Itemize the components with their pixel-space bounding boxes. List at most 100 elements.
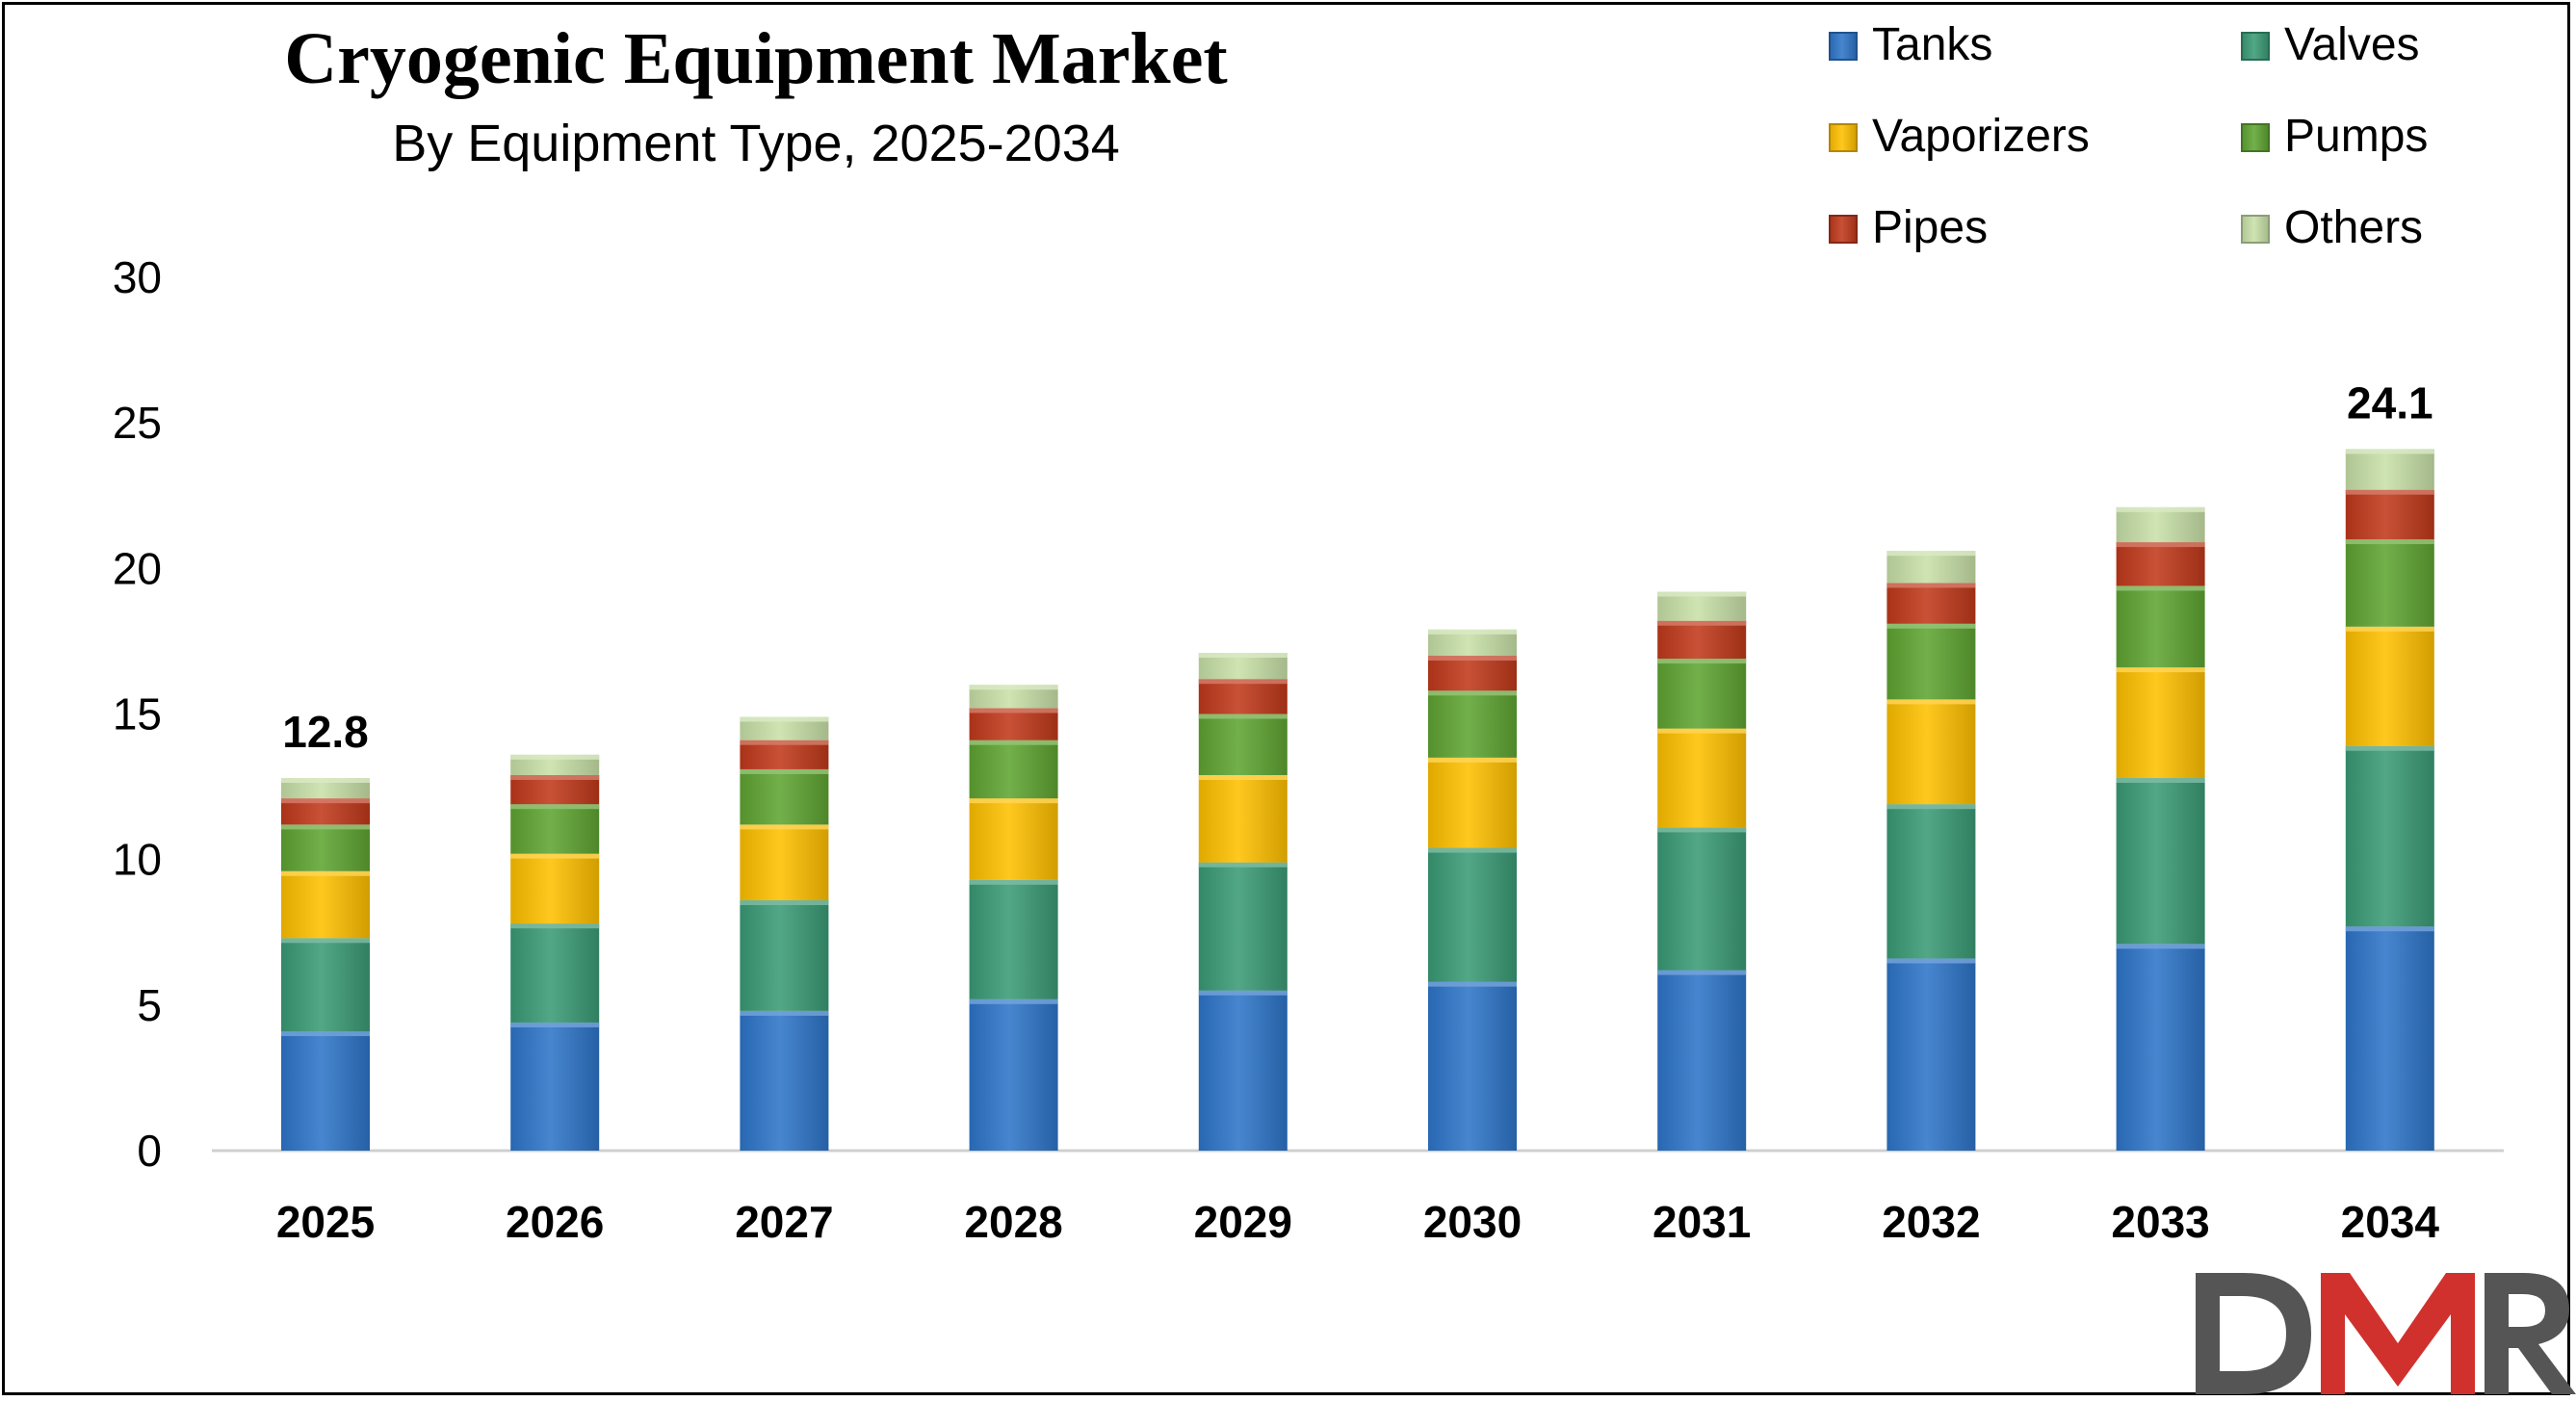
bar-segment-edge: [969, 879, 1058, 885]
bar-segment-others: [281, 778, 370, 799]
bar-segment-edge: [2116, 506, 2205, 512]
bar-segment-pumps: [2116, 585, 2205, 668]
bar-segment-valves: [281, 938, 370, 1032]
bar-segment-edge: [281, 1031, 370, 1037]
bar-segment-edge: [1886, 804, 1976, 810]
bar-segment-vaporizers: [1886, 699, 1976, 805]
bar-segment-edge: [740, 768, 829, 774]
bar-segment-pumps: [2345, 539, 2434, 627]
bar-segment-edge: [969, 739, 1058, 745]
legend-label: Pumps: [2284, 111, 2428, 162]
bar-segment-tanks: [740, 1010, 829, 1151]
x-tick-label: 2034: [2341, 1197, 2440, 1247]
x-tick-label: 2028: [964, 1197, 1062, 1247]
chart-title: Cryogenic Equipment Market: [284, 18, 1228, 99]
bar-segment-edge: [969, 999, 1058, 1004]
bar-segment-pumps: [1657, 659, 1747, 729]
x-tick-label: 2029: [1194, 1197, 1292, 1247]
bar-segment-pumps: [281, 824, 370, 871]
bar-segment-valves: [740, 899, 829, 1011]
bar-segment-edge: [740, 716, 829, 722]
bar-segment-edge: [1428, 847, 1517, 853]
y-tick-label: 0: [137, 1126, 162, 1176]
bar-segment-valves: [1886, 804, 1976, 959]
bar-segment-edge: [1657, 970, 1747, 975]
bar-segment-edge: [740, 1010, 829, 1016]
bar-segment-edge: [2345, 539, 2434, 545]
bar-segment-edge: [1428, 981, 1517, 987]
bar-segment-others: [510, 754, 600, 775]
bar-segment-edge: [1886, 958, 1976, 964]
bar-segment-valves: [510, 923, 600, 1023]
y-tick-label: 30: [113, 252, 162, 302]
legend-swatch: [1829, 123, 1858, 152]
bar-segment-tanks: [1886, 958, 1976, 1151]
dmr-logo: [2196, 1273, 2576, 1394]
bar-segment-pipes: [2345, 489, 2434, 540]
bar-segment-edge: [2345, 745, 2434, 751]
bar-segment-edge: [1657, 728, 1747, 734]
bar-segment-edge: [1198, 713, 1288, 719]
bar-segment-valves: [1198, 862, 1288, 991]
bar-segment-edge: [510, 923, 600, 929]
bar-segment-edge: [2116, 542, 2205, 548]
bar-segment-vaporizers: [2345, 626, 2434, 746]
x-tick-label: 2030: [1423, 1197, 1522, 1247]
legend-label: Others: [2284, 202, 2423, 253]
bar-segment-edge: [1428, 757, 1517, 763]
bar-segment-edge: [1657, 827, 1747, 833]
bar-segment-others: [1886, 551, 1976, 584]
bar-segment-edge: [2116, 667, 2205, 673]
bar-segment-valves: [2116, 778, 2205, 945]
bar-segment-valves: [969, 879, 1058, 999]
bar-segment-edge: [969, 798, 1058, 804]
bar-segment-edge: [1198, 679, 1288, 685]
bar-segment-edge: [969, 685, 1058, 690]
bar-segment-edge: [2345, 626, 2434, 632]
bar-segment-pipes: [969, 708, 1058, 740]
bar-segment-vaporizers: [969, 798, 1058, 880]
legend-swatch: [1829, 215, 1858, 244]
bar-segment-edge: [1886, 623, 1976, 629]
bar-segment-pumps: [1428, 690, 1517, 758]
bar-segment-edge: [740, 899, 829, 905]
bar-segment-pipes: [1198, 679, 1288, 714]
legend-swatch: [2241, 215, 2270, 244]
bar-segment-edge: [1428, 629, 1517, 635]
y-tick-label: 20: [113, 543, 162, 593]
bar-segment-edge: [1428, 656, 1517, 662]
bar-segment-edge: [510, 774, 600, 780]
bar-segment-edge: [1657, 659, 1747, 664]
bar-segment-tanks: [1198, 990, 1288, 1151]
bar-segment-edge: [1198, 653, 1288, 659]
x-tick-label: 2032: [1882, 1197, 1980, 1247]
bar-segment-pumps: [1886, 623, 1976, 700]
bar-segment-edge: [2116, 778, 2205, 784]
bar-segment-edge: [1198, 774, 1288, 780]
bar-segment-vaporizers: [2116, 667, 2205, 779]
x-tick-label: 2027: [735, 1197, 833, 1247]
legend-swatch: [1829, 32, 1858, 61]
data-label-total: 12.8: [282, 707, 369, 757]
bar-segment-edge: [510, 754, 600, 760]
bar-segment-edge: [281, 824, 370, 830]
legend-label: Tanks: [1872, 19, 1992, 70]
x-tick-label: 2026: [506, 1197, 604, 1247]
bar-segment-others: [2345, 449, 2434, 490]
y-tick-label: 10: [113, 835, 162, 885]
bar-segment-edge: [510, 1022, 600, 1027]
bar-segment-tanks: [969, 999, 1058, 1151]
bar-segment-edge: [1886, 583, 1976, 588]
x-tick-label: 2025: [276, 1197, 375, 1247]
bar-segment-edge: [281, 798, 370, 804]
bar-segment-pipes: [510, 774, 600, 805]
bar-segment-vaporizers: [1657, 728, 1747, 828]
bar-segment-edge: [969, 708, 1058, 713]
bar-segment-edge: [281, 870, 370, 876]
bar-segment-pipes: [1657, 620, 1747, 660]
chart-subtitle: By Equipment Type, 2025-2034: [392, 115, 1120, 172]
bar-segment-vaporizers: [1198, 774, 1288, 863]
bar-segment-vaporizers: [1428, 757, 1517, 848]
bar-segment-vaporizers: [510, 853, 600, 924]
